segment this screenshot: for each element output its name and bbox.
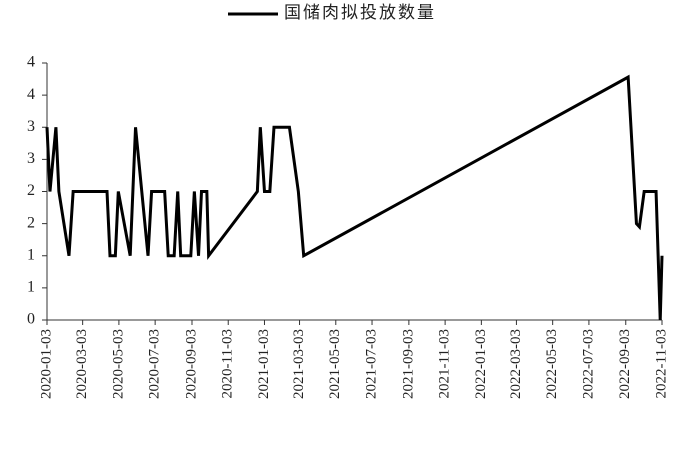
y-tick-label: 3 (27, 150, 35, 167)
x-tick-label: 2022-05-03 (544, 329, 560, 399)
y-tick-label: 2 (27, 214, 35, 231)
x-tick-label: 2021-03-03 (291, 329, 307, 399)
x-tick-label: 2020-09-03 (183, 329, 199, 399)
x-tick-label: 2020-03-03 (74, 329, 90, 399)
x-tick-label: 2020-05-03 (110, 329, 126, 399)
x-tick-label: 2020-11-03 (220, 329, 236, 398)
y-tick-label: 4 (27, 54, 35, 71)
x-tick-label: 2022-01-03 (473, 329, 489, 399)
x-tick-label: 2020-07-03 (147, 329, 163, 399)
x-tick-label: 2021-05-03 (327, 329, 343, 399)
x-tick-label: 2022-07-03 (580, 329, 596, 399)
x-tick-label: 2021-01-03 (256, 329, 272, 399)
x-tick-label: 2021-11-03 (437, 329, 453, 398)
y-tick-label: 3 (27, 118, 35, 135)
x-tick-label: 2021-07-03 (363, 329, 379, 399)
y-tick-label: 4 (27, 86, 35, 103)
y-tick-label: 1 (27, 279, 35, 296)
x-tick-label: 2022-11-03 (653, 329, 669, 398)
x-tick-label: 2021-09-03 (400, 329, 416, 399)
line (45, 74, 664, 321)
x-tick-label: 2022-09-03 (617, 329, 633, 399)
y-tick-label: 0 (27, 311, 35, 328)
x-tick-label: 2020-01-03 (38, 329, 54, 399)
y-tick-label: 1 (27, 246, 35, 263)
legend-label: 国储肉拟投放数量 (284, 3, 436, 22)
y-tick-label: 2 (27, 182, 35, 199)
x-tick-label: 2022-03-03 (508, 329, 524, 399)
